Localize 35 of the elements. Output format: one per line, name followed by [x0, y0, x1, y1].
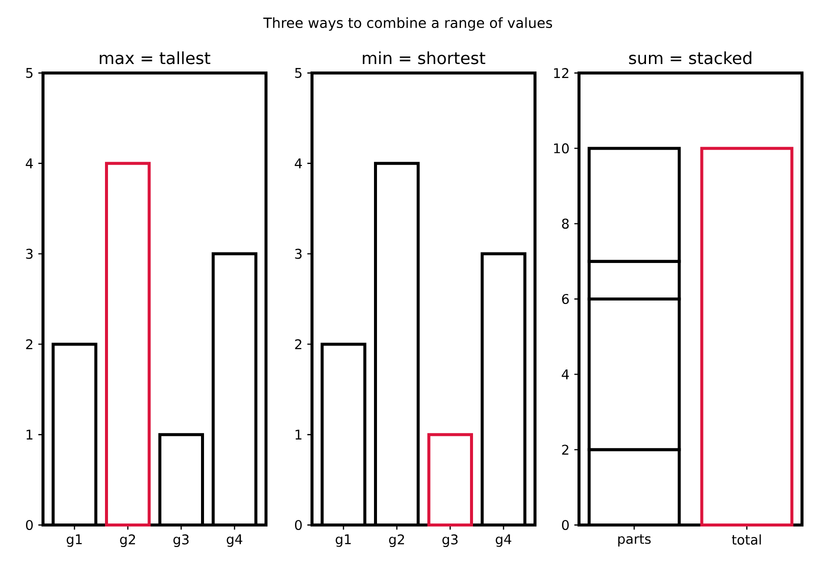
y-tick-label: 4 [562, 369, 569, 380]
y-tick-label: 2 [562, 444, 568, 455]
text: Three ways to combine a range of values [263, 17, 552, 31]
x-tick-label: total [732, 534, 761, 545]
y-tick-label: 1 [26, 430, 32, 440]
x-tick-label: g3 [173, 534, 189, 548]
y-tick-label: 8 [562, 218, 569, 229]
y-tick-label: 5 [26, 68, 32, 78]
x-tick-label: parts [618, 534, 651, 547]
chart-title: min = shortest [362, 51, 486, 64]
y-tick-label: 0 [295, 520, 302, 530]
bar [427, 433, 474, 526]
x-tick-label: g4 [226, 534, 242, 547]
x-tick-label: g3 [442, 534, 458, 548]
y-tick-label: 0 [26, 520, 33, 530]
chart-title: sum = stacked [629, 51, 752, 64]
chart-title: max = tallest [100, 51, 210, 64]
x-tick-label: g2 [389, 534, 404, 548]
x-tick-label: g4 [496, 534, 512, 547]
y-tick-label: 3 [295, 248, 302, 259]
x-tick-label: g2 [120, 534, 135, 548]
y-tick-label: 2 [295, 339, 302, 350]
x-tick-label: g1 [336, 534, 351, 547]
y-tick-label: 2 [26, 339, 32, 350]
y-tick-label: 10 [554, 143, 569, 154]
y-tick-label: 0 [562, 520, 569, 530]
y-tick-label: 4 [26, 158, 33, 168]
y-tick-label: 1 [296, 430, 302, 440]
y-tick-label: 3 [26, 248, 33, 259]
y-tick-label: 5 [295, 68, 302, 78]
y-tick-label: 12 [554, 68, 568, 78]
bar [104, 162, 151, 526]
y-tick-label: 6 [562, 294, 569, 304]
x-tick-label: g1 [66, 534, 82, 547]
y-tick-label: 4 [294, 158, 302, 168]
